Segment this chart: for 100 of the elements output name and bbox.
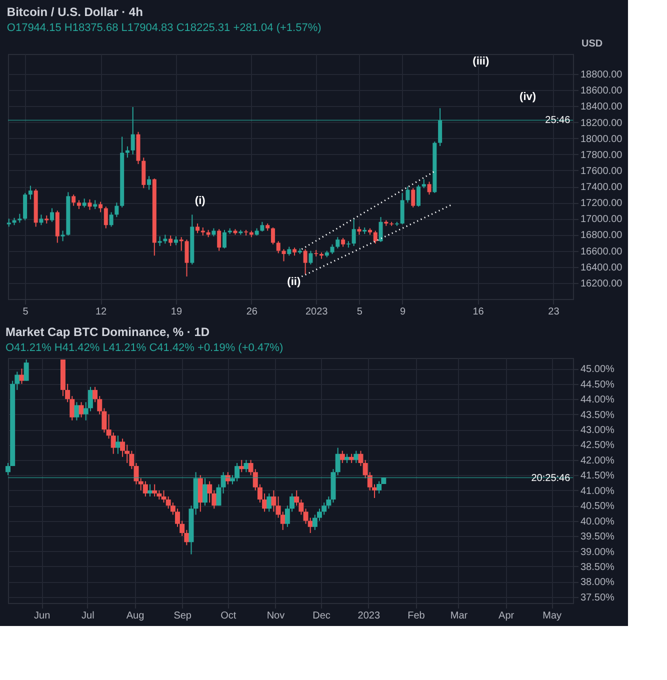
x-tick-label: 5 (356, 306, 363, 318)
x-tick-label: Jul (82, 610, 94, 622)
candlestick (104, 206, 108, 229)
candlestick (72, 194, 76, 206)
candlestick (400, 192, 404, 225)
candlestick (330, 244, 334, 255)
y-tick-label: 39.00% (580, 546, 615, 558)
y-tick-label: 40.00% (580, 516, 615, 528)
y-tick-label: 17400.00 (580, 182, 623, 194)
x-tick-label: Feb (408, 610, 426, 622)
candlestick (225, 472, 230, 485)
candlestick (411, 188, 416, 208)
annotation: (i) (194, 195, 206, 207)
candlestick (308, 250, 313, 265)
candlestick (427, 181, 432, 196)
candlestick (152, 484, 158, 497)
y-tick-label: 18800.00 (580, 70, 623, 81)
y-tick-label: 17200.00 (580, 198, 623, 210)
y-tick-label: 39.50% (580, 532, 615, 543)
candlestick (98, 201, 103, 213)
x-tick-label: 26 (246, 306, 258, 318)
candlestick (179, 236, 184, 252)
x-tick-label: Dec (312, 610, 330, 622)
y-tick-label: 44.50% (580, 379, 615, 390)
x-tick-label: 9 (400, 306, 406, 318)
y-tick-label: 42.50% (580, 440, 615, 452)
y-tick-label: 38.00% (580, 577, 615, 588)
chart-subtitle: O17944.15 H18375.68 L17904.83 C18225.31 +281.04 (+1.57%) (6, 22, 322, 34)
candlestick (88, 198, 92, 210)
annotation: (ii) (287, 276, 301, 288)
candlestick (158, 236, 162, 246)
candlestick (24, 359, 29, 382)
y-tick-label: 16400.00 (580, 262, 623, 274)
candlestick (303, 248, 308, 275)
y-tick-label: 44.00% (580, 394, 615, 406)
annotation: 20:25:46 (531, 473, 571, 484)
candlestick (184, 239, 189, 278)
candlestick (416, 184, 420, 208)
candlestick (352, 218, 356, 246)
x-tick-label: 16 (472, 306, 484, 318)
y-tick-label: 43.00% (580, 425, 615, 436)
candlestick (376, 480, 382, 494)
y-tick-label: 41.50% (580, 470, 615, 482)
candlestick (125, 146, 130, 158)
candlestick (244, 459, 249, 473)
chart-title: Market Cap BTC Dominance, % · 1D (6, 325, 210, 339)
candlestick (60, 230, 65, 242)
chart-title: Bitcoin / U.S. Dollar · 4h (6, 5, 143, 19)
y-tick-label: 16800.00 (580, 230, 623, 242)
candlestick (276, 240, 280, 254)
candlestick (358, 450, 364, 467)
x-tick-label: Mar (450, 610, 468, 622)
y-tick-label: 17600.00 (580, 166, 623, 177)
candlestick (109, 212, 114, 228)
y-tick-label: 38.50% (580, 562, 615, 573)
x-tick-label: 23 (548, 306, 560, 318)
x-tick-label: May (542, 610, 562, 622)
y-tick-label: 18200.00 (580, 118, 623, 129)
x-tick-label: Nov (266, 610, 285, 622)
x-tick-label: 5 (22, 306, 29, 318)
annotation: (iii) (472, 55, 490, 68)
y-tick-label: 37.50% (580, 592, 615, 604)
x-tick-label: Jun (34, 610, 50, 622)
y-tick-label: 16600.00 (580, 246, 623, 258)
x-tick-label: Apr (498, 610, 515, 622)
y-tick-label: 18000.00 (580, 134, 623, 145)
x-tick-label: 2023 (305, 306, 328, 318)
candlestick (270, 227, 275, 245)
candlestick (282, 248, 286, 262)
annotation: 25:46 (545, 115, 571, 126)
y-tick-label: 16200.00 (580, 278, 623, 290)
y-tick-label: 17000.00 (580, 214, 623, 226)
candlestick (142, 480, 148, 497)
chart-subtitle: O41.21% H41.42% L41.21% C41.42% +0.19% (+0.47%) (6, 342, 284, 354)
candlestick (50, 208, 54, 222)
y-tick-label: 43.50% (580, 410, 615, 421)
y-tick-label: 41.00% (580, 486, 615, 497)
candlestick (336, 236, 340, 249)
candlestick (39, 214, 44, 226)
candlestick (196, 222, 200, 234)
candlestick (115, 435, 120, 454)
x-tick-label: 19 (170, 306, 182, 318)
candlestick (114, 202, 119, 218)
candlestick (220, 472, 226, 494)
candlestick (19, 368, 24, 384)
candlestick (260, 221, 264, 232)
x-tick-label: 2023 (358, 610, 380, 622)
candlestick (147, 176, 152, 190)
candlestick (406, 186, 410, 204)
x-tick-label: Aug (126, 610, 144, 622)
candlestick (373, 230, 378, 244)
candlestick (74, 402, 80, 421)
candlestick (78, 402, 84, 418)
candlestick (340, 450, 345, 464)
candlestick (202, 478, 208, 506)
candlestick (222, 229, 226, 249)
y-tick-label: 18400.00 (580, 102, 623, 113)
y-tick-label: 45.00% (580, 364, 615, 376)
y-tick-label: 17800.00 (580, 150, 623, 161)
y-axis-title: USD (582, 38, 603, 50)
